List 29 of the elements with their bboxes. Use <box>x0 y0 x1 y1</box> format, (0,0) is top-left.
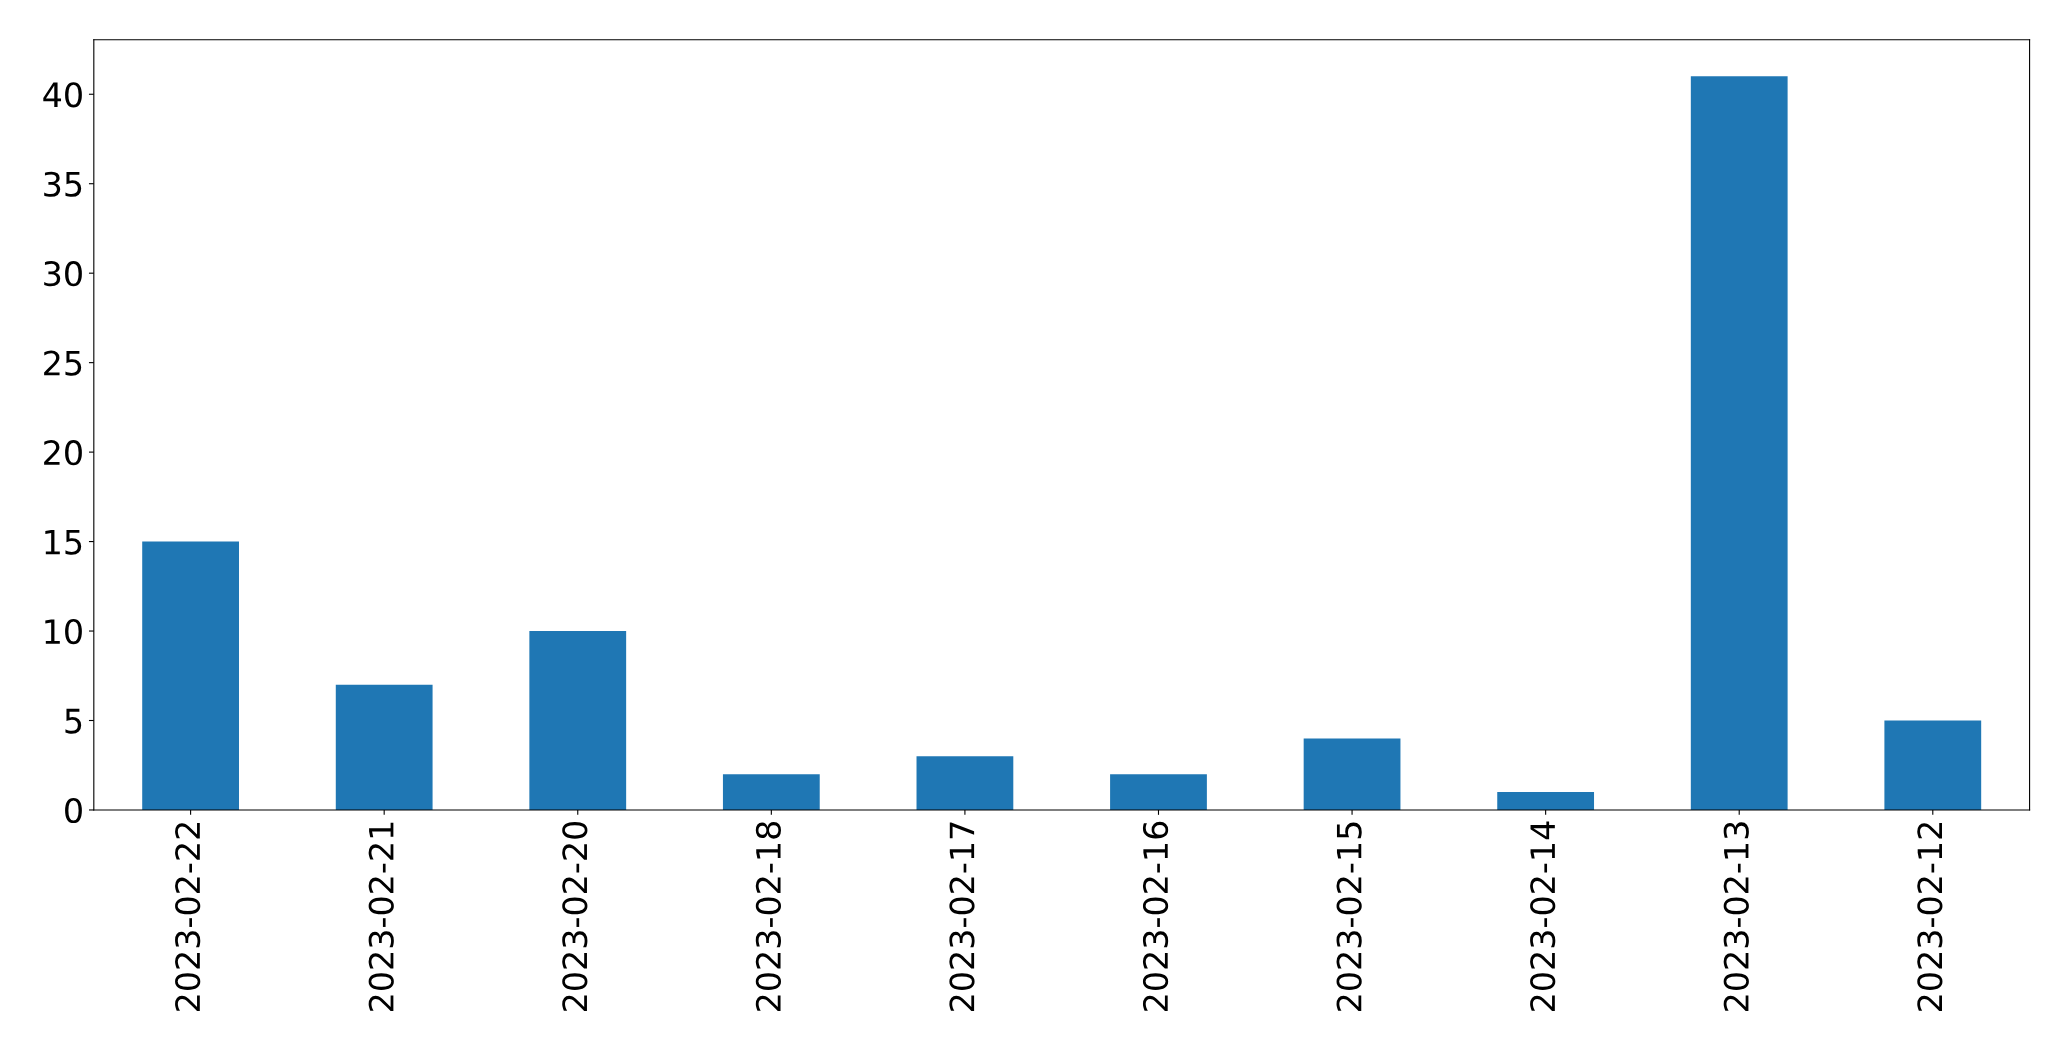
x-tick-label: 2023-02-15 <box>1336 822 1362 1011</box>
x-tick-label: 2023-02-17 <box>949 822 975 1011</box>
bar <box>1690 76 1788 810</box>
bar <box>1497 792 1595 810</box>
x-tick-label: 2023-02-13 <box>1723 822 1749 1011</box>
x-tick-label: 2023-02-21 <box>368 822 394 1011</box>
y-tick-label: 25 <box>44 350 82 376</box>
bar <box>916 756 1014 810</box>
y-tick-label: 10 <box>45 618 82 645</box>
bar <box>335 684 433 810</box>
x-tick-label: 2023-02-12 <box>1917 823 1943 1011</box>
x-tick-label: 2023-02-16 <box>1142 821 1169 1011</box>
y-tick-label: 0 <box>65 797 82 824</box>
x-tick-label: 2023-02-18 <box>755 821 782 1011</box>
bar <box>1884 720 1982 810</box>
bar <box>1303 738 1401 810</box>
y-tick-label: 40 <box>43 82 82 108</box>
y-tick-label: 15 <box>45 529 82 555</box>
x-tick-label: 2023-02-20 <box>562 821 588 1011</box>
x-tick-label: 2023-02-22 <box>175 823 201 1011</box>
bar <box>142 541 239 810</box>
y-tick-label: 20 <box>44 440 82 466</box>
bar <box>1110 774 1207 810</box>
x-tick-label: 2023-02-14 <box>1530 821 1556 1011</box>
y-tick-label: 30 <box>44 261 82 287</box>
y-tick-label: 5 <box>65 708 82 734</box>
y-tick-label: 35 <box>44 171 82 197</box>
bar <box>529 631 627 810</box>
bar <box>722 774 820 810</box>
